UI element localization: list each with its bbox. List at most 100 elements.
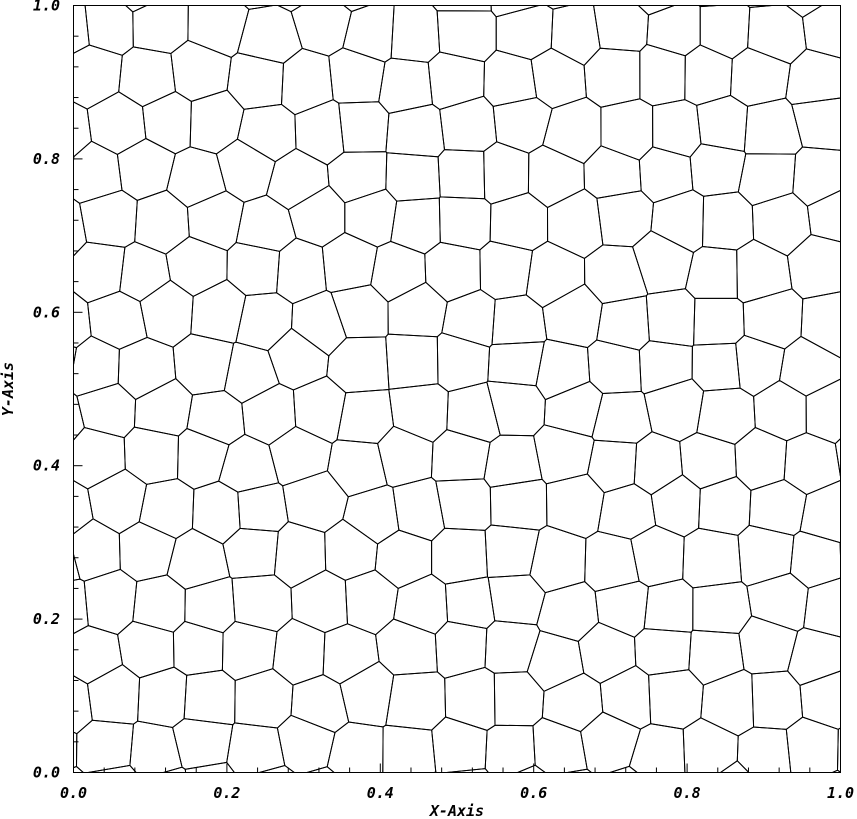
mesh-cell [643, 378, 705, 443]
x-tick-label: 0.0 [60, 784, 87, 802]
mesh-cell [441, 288, 496, 348]
mesh-cell [265, 147, 330, 211]
mesh-cell [75, 719, 135, 773]
mesh-cell [742, 288, 804, 350]
x-tick-label: 1.0 [827, 784, 854, 802]
mesh-cell [235, 194, 297, 252]
mesh-cell [596, 190, 655, 248]
mesh-cell [388, 383, 449, 443]
mesh-cell [273, 521, 327, 589]
mesh-cell [338, 101, 390, 153]
mesh-cell [484, 620, 541, 674]
mesh-cell [342, 484, 400, 545]
mesh-cell [172, 718, 234, 770]
mesh-cell [834, 437, 841, 477]
mesh-cell [326, 336, 390, 394]
mesh-cell [645, 288, 696, 347]
mesh-cell [785, 5, 824, 19]
mesh-cell [344, 569, 399, 636]
mesh-cell [535, 338, 591, 401]
mesh-cell [378, 57, 434, 114]
mesh-cell [785, 48, 841, 106]
mesh-cell [652, 99, 702, 158]
mesh-cell [692, 581, 753, 635]
y-axis-label: Y-Axis [0, 362, 17, 416]
mesh-cell [84, 5, 134, 56]
mesh-cell [591, 390, 653, 444]
axis-ticks [73, 5, 841, 773]
mesh-cell [444, 666, 496, 731]
mesh-cell [241, 382, 297, 446]
mesh-cell [236, 5, 303, 64]
mesh-cell [736, 726, 792, 773]
mesh-cell [119, 241, 171, 303]
y-tick-label: 0.6 [33, 303, 60, 321]
mesh-cell [436, 332, 491, 393]
x-tick-label: 0.8 [674, 784, 701, 802]
mesh-cell [786, 233, 841, 300]
mesh-cell [586, 439, 638, 494]
mesh-cell [495, 5, 554, 61]
mesh-cell [737, 153, 797, 207]
mesh-cell [586, 339, 642, 395]
mesh-cell [593, 5, 650, 52]
mesh-cell [527, 144, 586, 209]
mesh-cell [290, 289, 348, 357]
mesh-cell [138, 478, 195, 540]
mesh-cell [580, 711, 642, 773]
mesh-cell [87, 468, 148, 535]
y-tick-label: 0.0 [33, 764, 60, 782]
mesh-cell [166, 527, 231, 590]
mesh-cell [599, 665, 652, 730]
mesh-cell [324, 518, 379, 581]
mesh-cell [648, 669, 704, 730]
mesh-cell [231, 574, 293, 633]
mesh-cell [444, 576, 496, 630]
mesh-cell [533, 424, 595, 485]
mesh-cell [583, 244, 649, 305]
mesh-cell [751, 192, 812, 257]
mesh-cell [493, 671, 545, 727]
mesh-cell [276, 714, 336, 773]
mesh-cell [339, 660, 395, 728]
mesh-cell [172, 620, 224, 676]
mesh-cell [170, 39, 232, 102]
mesh-cell [435, 478, 492, 531]
mesh-cell [682, 717, 739, 773]
mesh-cell [787, 627, 841, 686]
mesh-cell [73, 101, 93, 158]
mesh-cell [141, 90, 192, 155]
mesh-cell [86, 91, 147, 155]
mesh-cell [684, 44, 733, 106]
mesh-cell [437, 149, 486, 200]
mesh-cell [186, 190, 245, 252]
mesh-cell [183, 669, 236, 726]
mesh-cell [698, 475, 752, 536]
plot-frame [73, 5, 841, 773]
mesh-cell [290, 569, 349, 634]
mesh-cell [370, 240, 427, 303]
mesh-cell [385, 333, 439, 390]
mesh-cell [326, 721, 384, 773]
mesh-cell [484, 724, 536, 773]
mesh-cell [342, 5, 369, 13]
mesh-cell [165, 235, 228, 297]
mesh-cell [191, 480, 241, 545]
mesh-cell [287, 184, 346, 248]
y-tick-label: 1.0 [33, 0, 60, 15]
mesh-cell [530, 47, 587, 110]
mesh-cell [176, 427, 230, 490]
mesh-cell [791, 97, 841, 151]
mesh-cell [525, 240, 586, 309]
mesh-cell [385, 671, 447, 731]
mesh-cell [638, 340, 693, 395]
y-tick-label: 0.4 [33, 457, 60, 475]
mesh-cell [326, 151, 388, 204]
mesh-cell [541, 672, 604, 733]
mesh-cell [133, 377, 194, 437]
mesh-cell [424, 241, 482, 303]
mesh-cell [236, 103, 297, 163]
mesh-cell [79, 189, 138, 248]
mesh-cell [486, 380, 546, 437]
